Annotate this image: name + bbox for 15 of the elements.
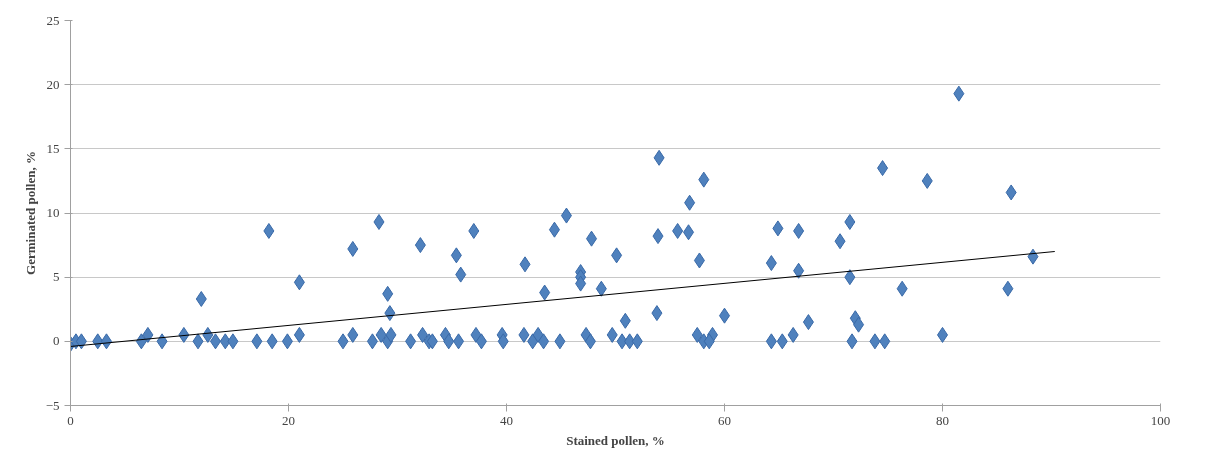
x-tick-label: 0 xyxy=(67,412,74,428)
y-tick-label: 20 xyxy=(46,76,60,92)
x-tick-label: 80 xyxy=(936,412,949,428)
y-tick-label: 10 xyxy=(46,205,60,220)
x-tick-label: 100 xyxy=(1150,412,1171,428)
y-tick-label: 0 xyxy=(53,333,60,349)
y-axis-title: Germinated pollen, % xyxy=(22,151,38,275)
y-tick-label: 15 xyxy=(46,140,60,156)
y-tick-label: 5 xyxy=(53,269,60,285)
x-axis-title: Stained pollen, % xyxy=(566,432,665,448)
y-tick-label: 25 xyxy=(46,12,60,28)
x-tick-label: 60 xyxy=(718,412,731,428)
x-tick-label: 20 xyxy=(282,412,295,428)
x-tick-label: 40 xyxy=(500,412,513,428)
y-tick-label: −5 xyxy=(45,397,60,413)
